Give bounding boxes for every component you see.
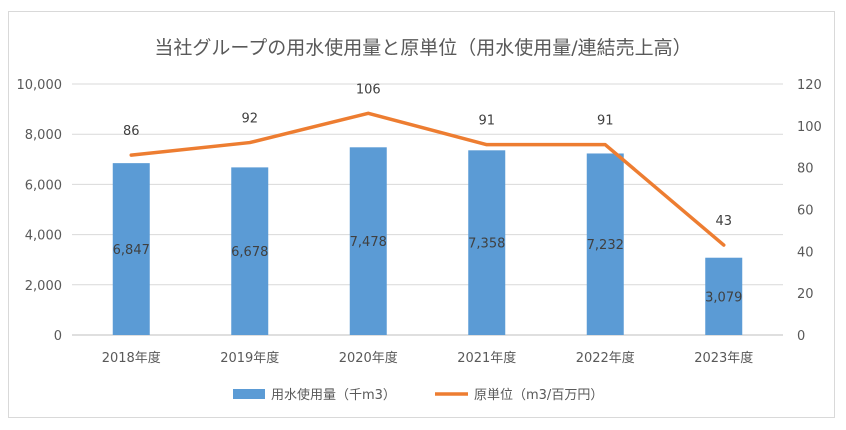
line-data-label: 43 bbox=[715, 214, 732, 229]
x-tick-label: 2020年度 bbox=[339, 350, 398, 366]
legend-swatch-bar bbox=[233, 389, 265, 399]
line-data-label: 92 bbox=[241, 112, 258, 127]
bar-series: 6,847 6,678 7,478 7,358 7,232 3,079 bbox=[112, 147, 743, 335]
legend: 用水使用量（千m3） 原単位（m3/百万円） bbox=[233, 387, 603, 403]
line-data-label: 86 bbox=[123, 124, 140, 139]
y-left-tick-label: 10,000 bbox=[17, 78, 63, 93]
bar bbox=[112, 163, 150, 335]
axes: 0 2,000 4,000 6,000 8,000 10,000 0 20 40 60 80 100 1… bbox=[17, 78, 822, 366]
x-tick-label: 2018年度 bbox=[102, 350, 161, 366]
bar-data-label: 7,232 bbox=[587, 238, 624, 253]
y-right-tick-label: 40 bbox=[797, 245, 814, 260]
y-right-tick-label: 20 bbox=[797, 287, 814, 302]
y-left-tick-label: 6,000 bbox=[25, 178, 62, 193]
bar-data-label: 6,847 bbox=[113, 243, 150, 258]
chart-title: 当社グループの用水使用量と原単位（用水使用量/連結売上高） bbox=[154, 37, 691, 59]
bar bbox=[705, 257, 743, 335]
x-tick-label: 2021年度 bbox=[457, 350, 516, 366]
bar-data-label: 6,678 bbox=[231, 245, 268, 260]
y-left-tick-label: 0 bbox=[54, 329, 62, 344]
bar-data-label: 7,358 bbox=[468, 237, 505, 252]
y-left-tick-label: 4,000 bbox=[25, 229, 62, 244]
legend-label-line: 原単位（m3/百万円） bbox=[474, 387, 603, 403]
legend-label-bar: 用水使用量（千m3） bbox=[271, 387, 396, 403]
bar-data-label: 7,478 bbox=[350, 235, 387, 250]
y-right-tick-label: 80 bbox=[797, 162, 814, 177]
x-tick-label: 2022年度 bbox=[576, 350, 635, 366]
y-right-tick-label: 100 bbox=[797, 120, 822, 135]
bar bbox=[586, 153, 624, 335]
y-right-tick-label: 120 bbox=[797, 78, 822, 93]
y-left-tick-label: 2,000 bbox=[25, 279, 62, 294]
line-data-label: 91 bbox=[597, 114, 614, 129]
line-data-label: 91 bbox=[478, 114, 495, 129]
bar bbox=[349, 147, 387, 335]
y-left-tick-label: 8,000 bbox=[25, 128, 62, 143]
x-tick-label: 2019年度 bbox=[220, 350, 279, 366]
line-series: 86 92 106 91 91 43 bbox=[123, 82, 732, 247]
line-series-path bbox=[129, 111, 726, 247]
y-right-tick-label: 0 bbox=[797, 329, 805, 344]
y-right-tick-label: 60 bbox=[797, 204, 814, 219]
line-data-label: 106 bbox=[356, 82, 381, 97]
bar-data-label: 3,079 bbox=[705, 290, 742, 305]
bar bbox=[231, 167, 269, 335]
bar bbox=[468, 150, 506, 335]
x-tick-label: 2023年度 bbox=[694, 350, 753, 366]
gridlines bbox=[72, 83, 783, 336]
